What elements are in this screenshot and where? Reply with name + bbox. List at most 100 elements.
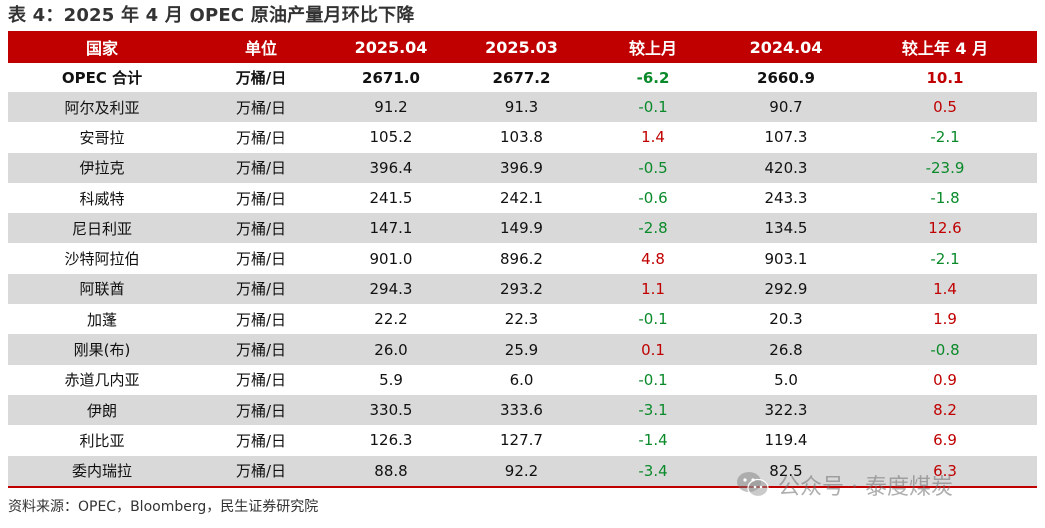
cell-apr24: 322.3 — [719, 394, 853, 426]
cell-country: 沙特阿拉伯 — [8, 243, 196, 274]
cell-unit: 万桶/日 — [196, 455, 326, 488]
header-2025-03: 2025.03 — [456, 31, 587, 63]
cell-mom: 1.1 — [587, 273, 719, 305]
cell-unit: 万桶/日 — [196, 182, 326, 214]
cell-country: 刚果(布) — [8, 334, 196, 365]
cell-yoy: 0.9 — [853, 364, 1037, 395]
cell-apr25: 105.2 — [326, 122, 456, 153]
cell-mar25: 25.9 — [456, 334, 587, 365]
cell-unit: 万桶/日 — [196, 63, 326, 92]
cell-apr25: 26.0 — [326, 334, 456, 365]
cell-apr24: 903.1 — [719, 243, 853, 274]
table-row: 利比亚 万桶/日 126.3 127.7 -1.4 119.4 6.9 — [8, 425, 1037, 456]
cell-yoy: 10.1 — [853, 63, 1037, 92]
cell-apr25: 2671.0 — [326, 63, 456, 92]
cell-country: 委内瑞拉 — [8, 455, 196, 488]
cell-unit: 万桶/日 — [196, 425, 326, 456]
cell-apr25: 5.9 — [326, 364, 456, 395]
cell-apr24: 119.4 — [719, 425, 853, 456]
cell-apr25: 22.2 — [326, 304, 456, 335]
header-row: 国家 单位 2025.04 2025.03 较上月 2024.04 较上年 4 … — [8, 31, 1037, 63]
cell-apr24: 243.3 — [719, 182, 853, 214]
cell-unit: 万桶/日 — [196, 243, 326, 274]
table-row: 加蓬 万桶/日 22.2 22.3 -0.1 20.3 1.9 — [8, 304, 1037, 335]
cell-apr24: 2660.9 — [719, 63, 853, 92]
cell-apr25: 147.1 — [326, 213, 456, 244]
cell-apr25: 91.2 — [326, 92, 456, 123]
table-row: 科威特 万桶/日 241.5 242.1 -0.6 243.3 -1.8 — [8, 182, 1037, 214]
cell-unit: 万桶/日 — [196, 334, 326, 365]
cell-unit: 万桶/日 — [196, 394, 326, 426]
cell-mom: -3.1 — [587, 394, 719, 426]
cell-apr25: 330.5 — [326, 394, 456, 426]
cell-mar25: 149.9 — [456, 213, 587, 244]
cell-yoy: -1.8 — [853, 182, 1037, 214]
table-row: 安哥拉 万桶/日 105.2 103.8 1.4 107.3 -2.1 — [8, 122, 1037, 153]
cell-yoy: 6.9 — [853, 425, 1037, 456]
table-row: 阿尔及利亚 万桶/日 91.2 91.3 -0.1 90.7 0.5 — [8, 92, 1037, 123]
table-row: OPEC 合计 万桶/日 2671.0 2677.2 -6.2 2660.9 1… — [8, 63, 1037, 92]
header-yoy-change: 较上年 4 月 — [853, 31, 1037, 63]
cell-mom: 4.8 — [587, 243, 719, 274]
table-row: 委内瑞拉 万桶/日 88.8 92.2 -3.4 82.5 6.3 — [8, 455, 1037, 488]
cell-apr24: 26.8 — [719, 334, 853, 365]
cell-mar25: 896.2 — [456, 243, 587, 274]
cell-yoy: 0.5 — [853, 92, 1037, 123]
cell-unit: 万桶/日 — [196, 273, 326, 305]
cell-mar25: 6.0 — [456, 364, 587, 395]
cell-country: 科威特 — [8, 182, 196, 214]
table-row: 刚果(布) 万桶/日 26.0 25.9 0.1 26.8 -0.8 — [8, 334, 1037, 365]
cell-apr25: 126.3 — [326, 425, 456, 456]
cell-country: OPEC 合计 — [8, 63, 196, 92]
opec-production-table: 国家 单位 2025.04 2025.03 较上月 2024.04 较上年 4 … — [8, 31, 1037, 488]
watermark-text: 公众号 · 泰度煤炭 — [778, 475, 953, 500]
cell-apr24: 420.3 — [719, 152, 853, 183]
cell-mom: -2.8 — [587, 213, 719, 244]
table-body: OPEC 合计 万桶/日 2671.0 2677.2 -6.2 2660.9 1… — [8, 63, 1037, 488]
cell-yoy: -2.1 — [853, 243, 1037, 274]
cell-mom: -0.5 — [587, 152, 719, 183]
cell-country: 加蓬 — [8, 304, 196, 335]
cell-apr25: 241.5 — [326, 182, 456, 214]
table-row: 赤道几内亚 万桶/日 5.9 6.0 -0.1 5.0 0.9 — [8, 364, 1037, 395]
cell-mom: -6.2 — [587, 63, 719, 92]
cell-mom: 1.4 — [587, 122, 719, 153]
cell-mom: -0.1 — [587, 364, 719, 395]
cell-apr24: 82.5 — [719, 455, 853, 488]
header-2025-04: 2025.04 — [326, 31, 456, 63]
cell-apr24: 134.5 — [719, 213, 853, 244]
cell-apr25: 901.0 — [326, 243, 456, 274]
watermark: 公众号 · 泰度煤炭 — [736, 468, 953, 502]
cell-mar25: 396.9 — [456, 152, 587, 183]
cell-yoy: 1.9 — [853, 304, 1037, 335]
cell-yoy: -23.9 — [853, 152, 1037, 183]
wechat-icon — [737, 472, 769, 498]
source-note: 资料来源：OPEC，Bloomberg，民生证券研究院 — [8, 499, 319, 515]
table-row: 沙特阿拉伯 万桶/日 901.0 896.2 4.8 903.1 -2.1 — [8, 243, 1037, 274]
cell-mar25: 2677.2 — [456, 63, 587, 92]
cell-yoy: 8.2 — [853, 394, 1037, 426]
cell-mom: -0.6 — [587, 182, 719, 214]
cell-unit: 万桶/日 — [196, 364, 326, 395]
cell-mom: -0.1 — [587, 304, 719, 335]
cell-unit: 万桶/日 — [196, 304, 326, 335]
cell-country: 阿尔及利亚 — [8, 92, 196, 123]
table-title: 表 4：2025 年 4 月 OPEC 原油产量月环比下降 — [8, 5, 415, 26]
cell-yoy: -2.1 — [853, 122, 1037, 153]
cell-apr24: 292.9 — [719, 273, 853, 305]
cell-unit: 万桶/日 — [196, 92, 326, 123]
cell-mar25: 91.3 — [456, 92, 587, 123]
cell-mom: -1.4 — [587, 425, 719, 456]
cell-mom: 0.1 — [587, 334, 719, 365]
cell-apr24: 20.3 — [719, 304, 853, 335]
cell-mar25: 333.6 — [456, 394, 587, 426]
cell-mar25: 242.1 — [456, 182, 587, 214]
cell-mar25: 103.8 — [456, 122, 587, 153]
cell-apr24: 107.3 — [719, 122, 853, 153]
table-row: 伊拉克 万桶/日 396.4 396.9 -0.5 420.3 -23.9 — [8, 152, 1037, 183]
table-row: 伊朗 万桶/日 330.5 333.6 -3.1 322.3 8.2 — [8, 394, 1037, 426]
cell-apr24: 5.0 — [719, 364, 853, 395]
cell-mar25: 127.7 — [456, 425, 587, 456]
cell-country: 赤道几内亚 — [8, 364, 196, 395]
cell-mom: -3.4 — [587, 455, 719, 488]
